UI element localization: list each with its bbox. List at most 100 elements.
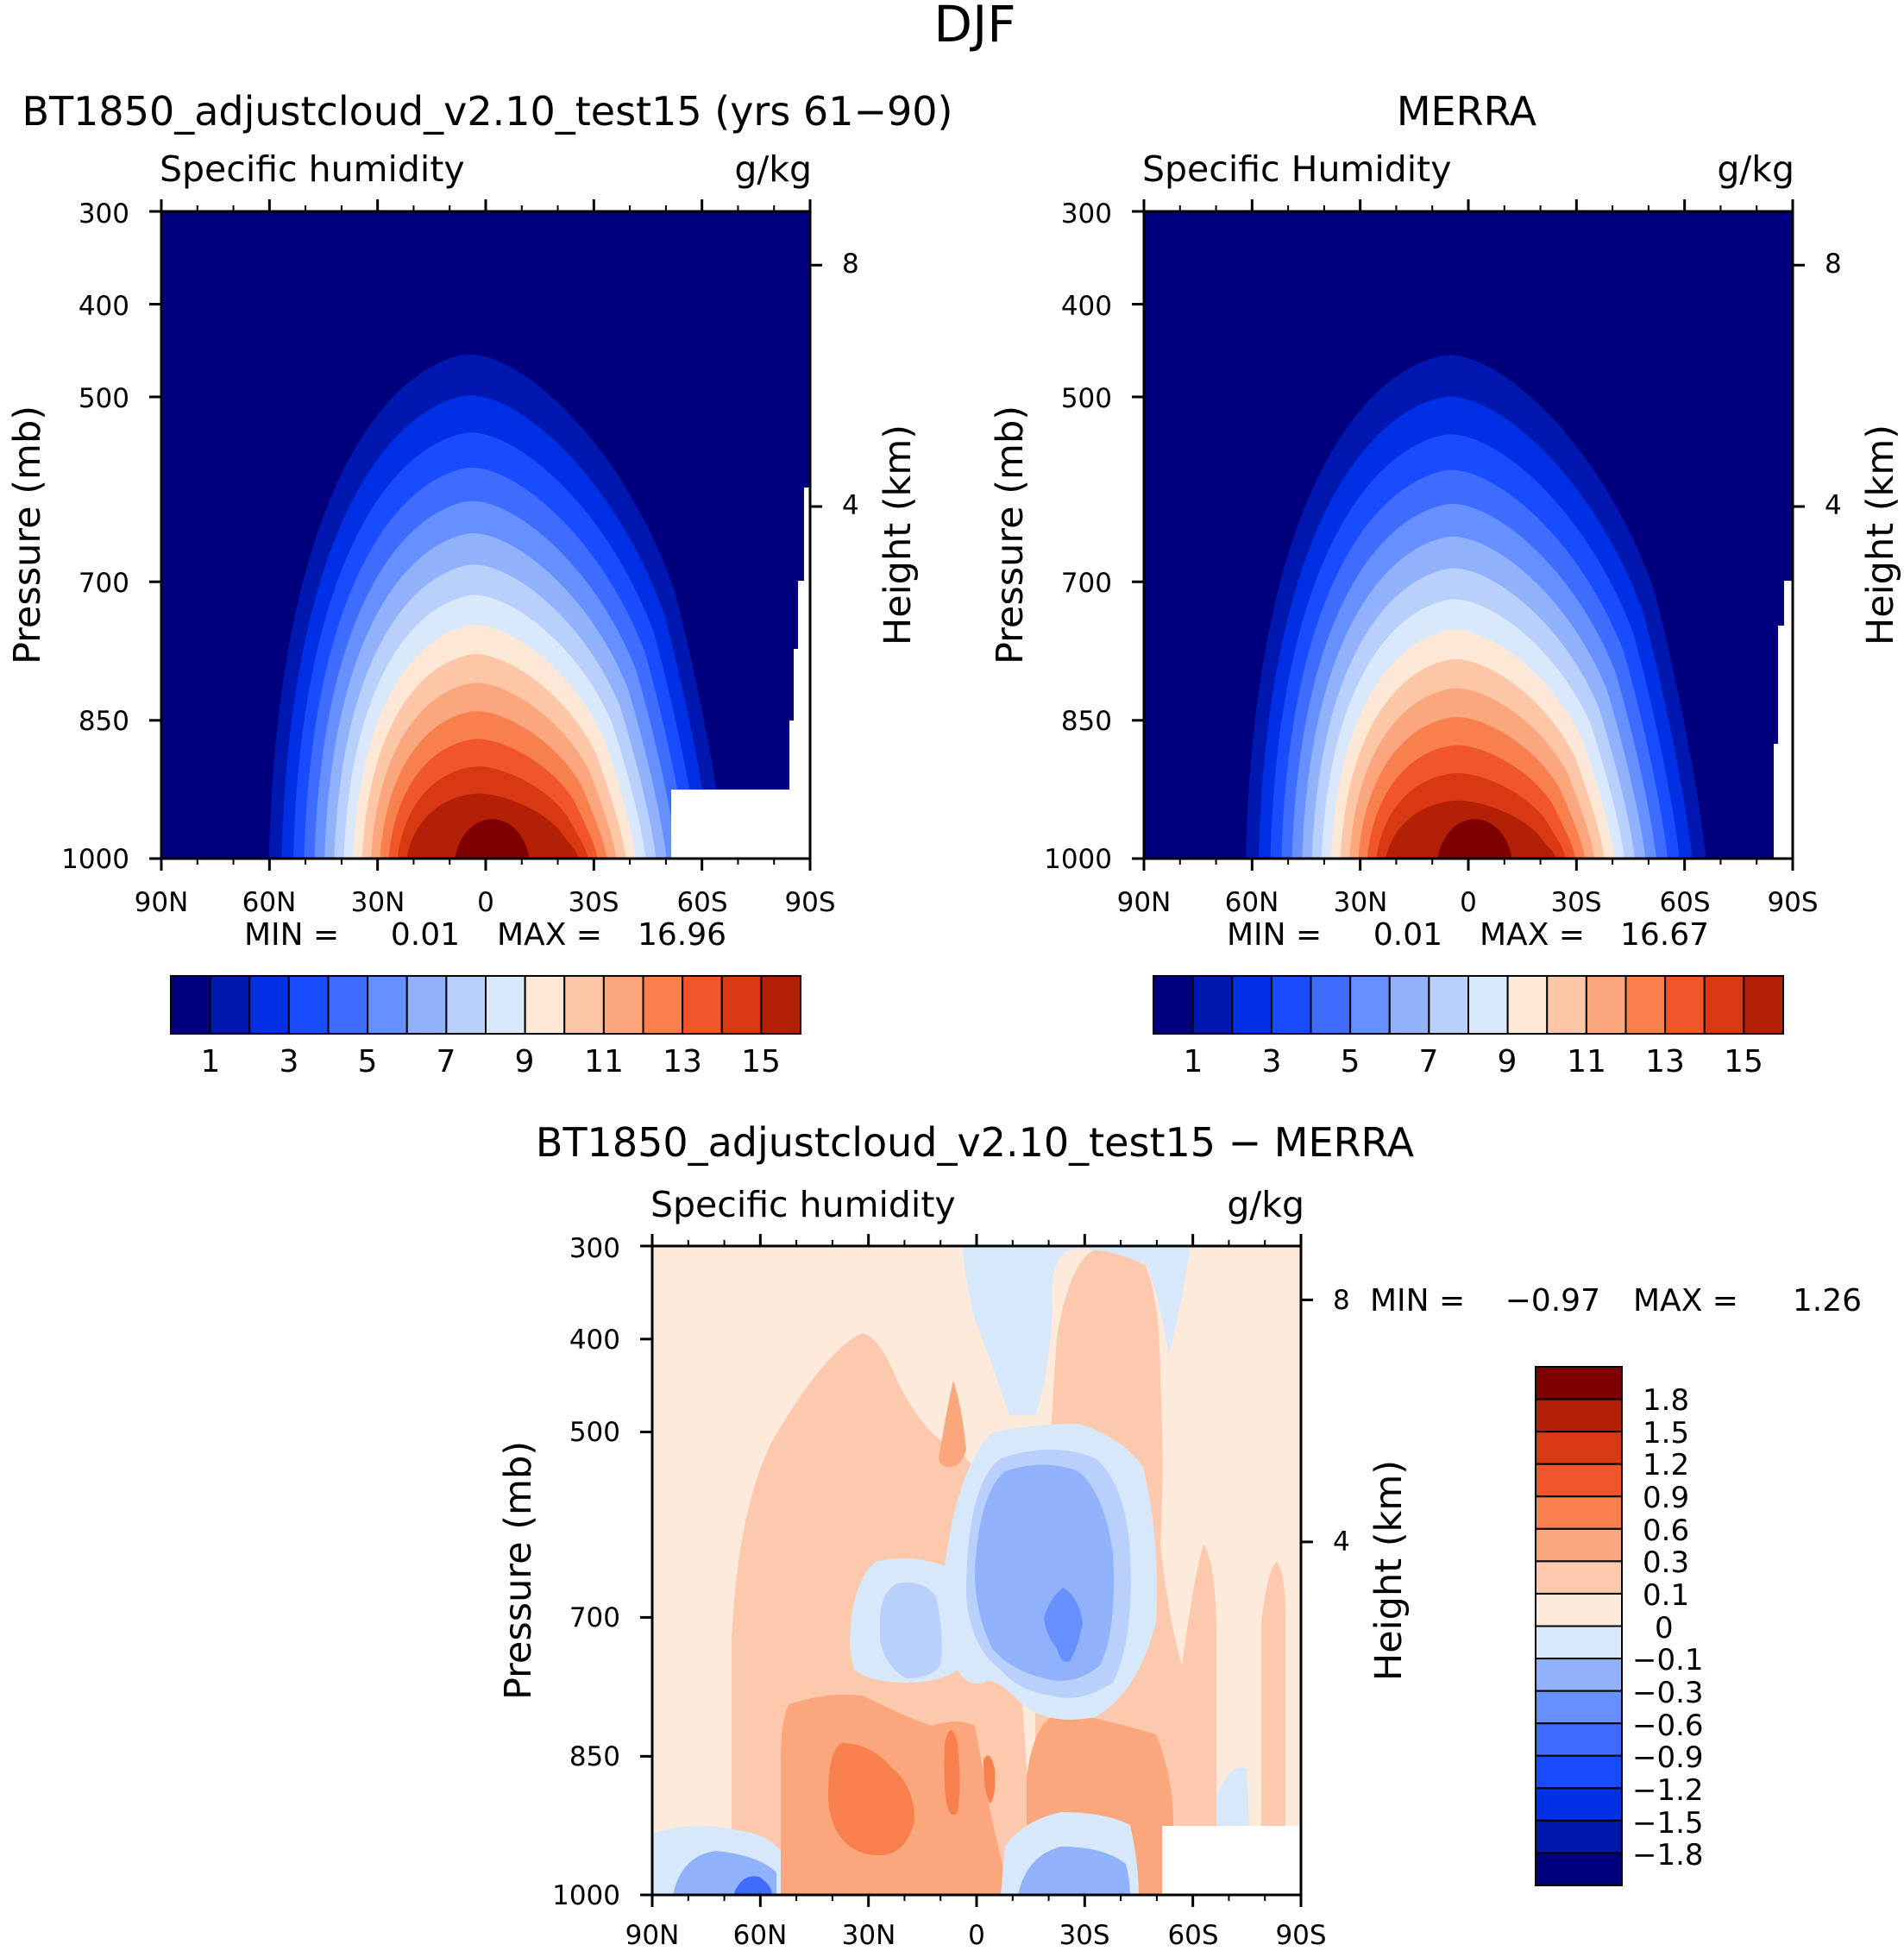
contour-fill-max-core: [455, 819, 530, 859]
x-tick-30n: 30N: [351, 887, 405, 918]
fill-level-0.6-north: [828, 1743, 914, 1855]
panel-diff-field: [652, 1246, 1301, 1895]
colorbar-label-1.2: 1.2: [1643, 1448, 1689, 1482]
y-tick-300: 300: [569, 1233, 620, 1264]
colorbar-box-15: [1743, 975, 1784, 1035]
y-axis-label: Pressure (mb): [989, 406, 1032, 664]
x-tick-90s: 90S: [1767, 887, 1818, 918]
colorbar-label-1.5: 1.5: [1643, 1416, 1689, 1451]
y-tick-700: 700: [569, 1602, 620, 1633]
colorbar-box-13: [682, 975, 723, 1035]
colorbar-label-minus-0.6: −0.6: [1632, 1709, 1704, 1743]
colorbar-label-minus-1.5: −1.5: [1632, 1806, 1704, 1841]
y-tick-500: 500: [1061, 383, 1112, 414]
y-tick-1000: 1000: [1044, 844, 1112, 875]
colorbar-box-2: [1535, 1431, 1623, 1465]
y-axis-label: Pressure (mb): [497, 1441, 540, 1700]
colorbar-box-12: [1624, 975, 1667, 1035]
min-value: 0.01: [1373, 917, 1442, 953]
colorbar-label-7: 7: [437, 1044, 456, 1079]
colorbar-label-minus-1.8: −1.8: [1632, 1838, 1704, 1872]
fill-level-0.1-far-south: [1261, 1562, 1285, 1895]
colorbar-box-4: [327, 975, 369, 1035]
y-tick-300: 300: [1061, 198, 1112, 230]
colorbar-box-3: [287, 975, 330, 1035]
colorbar-label-13: 13: [1645, 1044, 1685, 1079]
y-axis-label-right: Height (km): [1367, 1460, 1411, 1681]
fill-level-negative-lower-north-minus-0.9: [733, 1876, 772, 1895]
colorbar-box-13: [1535, 1787, 1623, 1822]
x-tick-30n: 30N: [842, 1920, 896, 1951]
fill-level-0.6-equator-south: [983, 1755, 996, 1803]
y-tick-right-4: 4: [842, 490, 859, 521]
colorbar-box-7: [1535, 1592, 1623, 1627]
y-tick-850: 850: [79, 706, 129, 737]
colorbar-box-9: [1535, 1658, 1623, 1692]
y-axis-label-right: Height (km): [877, 425, 920, 645]
x-tick-90s: 90S: [1275, 1920, 1326, 1951]
colorbar-label-11: 11: [584, 1044, 624, 1079]
colorbar-box-6: [405, 975, 448, 1035]
x-tick-0: 0: [968, 1920, 985, 1951]
contour-fills: [652, 1246, 1285, 1895]
colorbar-label-0.3: 0.3: [1643, 1545, 1689, 1580]
x-tick-30n: 30N: [1334, 887, 1388, 918]
x-tick-90n: 90N: [1117, 887, 1172, 918]
panel-model-title: BT1850_adjustcloud_v2.10_test15 (yrs 61−…: [22, 88, 953, 135]
fill-level-negative-minus-0.9: [1044, 1588, 1083, 1662]
contour-fills: [268, 354, 726, 859]
colorbar-box-0: [170, 975, 211, 1035]
panel-diff-title: BT1850_adjustcloud_v2.10_test15 − MERRA: [536, 1119, 1415, 1166]
colorbar-box-14: [720, 975, 763, 1035]
panel-obs: MERRA Specific Humidity g/kg 300 400 500…: [989, 88, 1902, 1079]
colorbar-label-minus-0.9: −0.9: [1632, 1740, 1704, 1775]
colorbar-label-1: 1: [1184, 1044, 1203, 1079]
colorbar-box-10: [1546, 975, 1587, 1035]
axis-ticks: [640, 1234, 1313, 1907]
fill-level-negative-upper-equator: [962, 1246, 1191, 1415]
x-tick-0: 0: [477, 887, 494, 918]
min-label: MIN =: [244, 917, 339, 953]
x-tick-90s: 90S: [784, 887, 835, 918]
colorbar-label-13: 13: [663, 1044, 702, 1079]
panel-diff-variable: Specific humidity: [650, 1184, 956, 1225]
y-tick-850: 850: [1061, 706, 1112, 737]
colorbar-box-2: [248, 975, 290, 1035]
colorbar-box-1: [1191, 975, 1234, 1035]
colorbar-label-0.1: 0.1: [1643, 1578, 1689, 1613]
colorbar-label-minus-0.3: −0.3: [1632, 1676, 1704, 1710]
colorbar-box-8: [1467, 975, 1509, 1035]
colorbar-box-3: [1270, 975, 1312, 1035]
colorbar-label-0: 0: [1655, 1611, 1674, 1646]
panel-model-field: [161, 211, 810, 859]
y-tick-1000: 1000: [61, 844, 129, 875]
fill-level-0.3-midlevel: [939, 1381, 966, 1467]
colorbar-box-13: [1664, 975, 1706, 1035]
axis-ticks: [149, 199, 822, 871]
panel-model-units: g/kg: [734, 148, 812, 190]
panel-obs-field: [1144, 211, 1793, 859]
max-value: 16.96: [638, 917, 726, 953]
colorbar-box-6: [1535, 1560, 1623, 1595]
y-tick-400: 400: [79, 291, 129, 322]
colorbar-box-12: [642, 975, 684, 1035]
missing-data-region: [1774, 581, 1793, 859]
missing-data-region: [1162, 1826, 1301, 1895]
x-tick-60s: 60S: [1167, 1920, 1218, 1951]
x-tick-60s: 60S: [1659, 887, 1710, 918]
x-tick-30s: 30S: [568, 887, 619, 918]
colorbar-box-14: [1535, 1819, 1623, 1854]
colorbar-label-5: 5: [358, 1044, 378, 1079]
min-value: 0.01: [391, 917, 460, 953]
y-tick-400: 400: [569, 1325, 620, 1356]
y-tick-right-8: 8: [1825, 249, 1842, 280]
x-tick-60n: 60N: [242, 887, 297, 918]
colorbar-box-5: [1535, 1527, 1623, 1563]
colorbar-box-1: [209, 975, 251, 1035]
y-tick-700: 700: [1061, 568, 1112, 599]
axis-ticks: [1132, 199, 1805, 871]
y-tick-1000: 1000: [552, 1880, 620, 1911]
fill-level-negative-minus-0.3: [880, 1583, 942, 1678]
x-tick-90n: 90N: [135, 887, 189, 918]
colorbar-box-5: [1349, 975, 1391, 1035]
